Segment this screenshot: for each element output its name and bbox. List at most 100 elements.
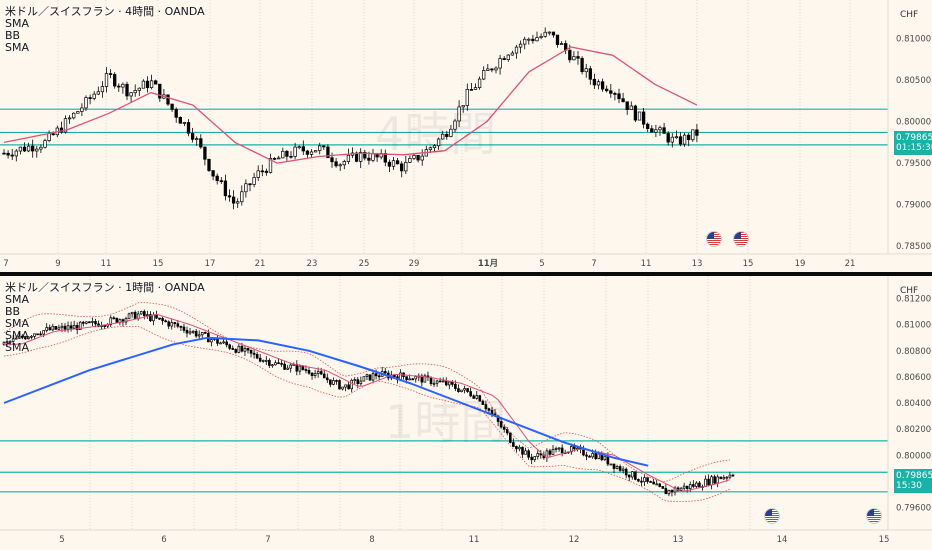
candle-body: [533, 456, 536, 461]
legend-indicator[interactable]: BB: [5, 305, 21, 318]
candle-body: [576, 447, 579, 450]
candle-body: [637, 479, 640, 482]
y-tick-label: 0.78500: [896, 242, 931, 252]
flag-us-icon[interactable]: [764, 508, 780, 524]
candle-body: [640, 480, 643, 483]
candle-body: [391, 160, 396, 167]
x-tick-label: 17: [205, 259, 216, 269]
flag-stripe: [765, 521, 779, 522]
candle-body: [243, 348, 247, 352]
flag-canton: [734, 232, 741, 239]
candle-body: [498, 58, 502, 69]
candle-body: [731, 474, 735, 477]
candle-body: [710, 476, 713, 486]
legend-indicator[interactable]: SMA: [5, 329, 29, 342]
price-badge-4h: 0.79865 01:15:30: [894, 131, 932, 155]
legend-4h: 米ドル／スイスフラン · 4時間 · OANDA SMA BB SMA: [5, 6, 205, 54]
candle-body: [182, 326, 186, 331]
candle-body: [21, 335, 24, 338]
candle-body: [200, 332, 204, 336]
candle-body: [405, 376, 408, 381]
candle-body: [190, 132, 195, 140]
candle-body: [104, 73, 109, 87]
flag-stripe: [867, 517, 881, 518]
pane-divider[interactable]: [0, 272, 932, 276]
candle-body: [625, 101, 629, 110]
candle-body: [166, 94, 170, 105]
x-tick-label: 21: [255, 259, 266, 269]
x-tick-label: 15: [879, 535, 890, 545]
candle-body: [691, 484, 695, 487]
legend-title-4h[interactable]: 米ドル／スイスフラン · 4時間 · OANDA: [5, 5, 205, 18]
candle-body: [420, 155, 424, 161]
candle-body: [568, 49, 572, 61]
candle-body: [584, 68, 588, 73]
candle-body: [662, 127, 666, 134]
candle-body: [88, 321, 91, 324]
candle-body: [548, 450, 552, 455]
candle-body: [661, 486, 665, 489]
candle-body: [141, 80, 146, 89]
candle-body: [108, 73, 113, 75]
candle-body: [72, 112, 76, 119]
candle-body: [531, 38, 535, 42]
candle-body: [18, 146, 23, 152]
candle-body: [530, 456, 533, 461]
candle-body: [167, 321, 170, 327]
candle-body: [326, 377, 329, 381]
y-tick-label: 0.80800: [896, 347, 931, 357]
flag-us-icon[interactable]: [733, 231, 749, 247]
x-tick-label: 13: [692, 259, 703, 269]
candle-body: [704, 478, 707, 487]
candle-body: [490, 68, 494, 71]
candle-body: [8, 341, 12, 343]
candle-body: [435, 380, 439, 384]
currency-label-4h[interactable]: CHF: [900, 10, 919, 20]
legend-indicator[interactable]: BB: [5, 29, 21, 42]
candle-body: [219, 342, 222, 345]
legend-indicator[interactable]: SMA: [5, 17, 29, 30]
candle-body: [285, 150, 289, 157]
candle-body: [592, 78, 597, 86]
candle-body: [551, 31, 556, 36]
candle-body: [559, 43, 564, 45]
candle-body: [481, 400, 485, 405]
candle-body: [543, 31, 547, 37]
candle-body: [22, 146, 27, 152]
chart-pane-4h[interactable]: 0.81000 0.80500 0.80000 0.79500 0.79000 0.785…: [0, 0, 932, 272]
candle-body: [509, 432, 512, 443]
candle-body: [35, 148, 39, 152]
legend-title-1h[interactable]: 米ドル／スイスフラン · 1時間 · OANDA: [5, 281, 205, 294]
candle-body: [374, 373, 378, 377]
candle-body: [399, 372, 402, 381]
candle-body: [231, 348, 235, 350]
candle-body: [457, 388, 460, 392]
candle-body: [305, 150, 310, 155]
candle-body: [47, 133, 51, 141]
candle-body: [33, 333, 36, 337]
candle-body: [76, 111, 80, 114]
candle-body: [505, 429, 509, 434]
bar-countdown: 15:30: [896, 481, 922, 491]
chart-canvas-4h[interactable]: 0.81000 0.80500 0.80000 0.79500 0.79000 0.785…: [0, 0, 932, 272]
flag-stripe: [707, 240, 721, 241]
legend-indicator[interactable]: SMA: [5, 293, 29, 306]
chart-canvas-1h[interactable]: 0.81200 0.81000 0.80800 0.80600 0.80400 0.802…: [0, 276, 932, 550]
candle-body: [228, 344, 231, 349]
legend-indicator[interactable]: SMA: [5, 317, 29, 330]
candle-body: [80, 107, 84, 112]
legend-indicator[interactable]: SMA: [5, 41, 29, 54]
candle-body: [478, 395, 482, 402]
currency-label-1h[interactable]: CHF: [900, 286, 919, 296]
candle-body: [222, 341, 225, 344]
candle-body: [423, 375, 427, 383]
legend-indicator[interactable]: SMA: [5, 341, 29, 354]
chart-pane-1h[interactable]: 0.81200 0.81000 0.80800 0.80600 0.80400 0.802…: [0, 276, 932, 550]
candle-body: [289, 155, 293, 158]
candle-body: [63, 325, 67, 330]
flag-us-icon[interactable]: [866, 508, 882, 524]
candle-body: [461, 105, 465, 108]
flag-us-icon[interactable]: [706, 231, 722, 247]
candle-body: [51, 133, 55, 136]
candle-body: [27, 336, 30, 340]
